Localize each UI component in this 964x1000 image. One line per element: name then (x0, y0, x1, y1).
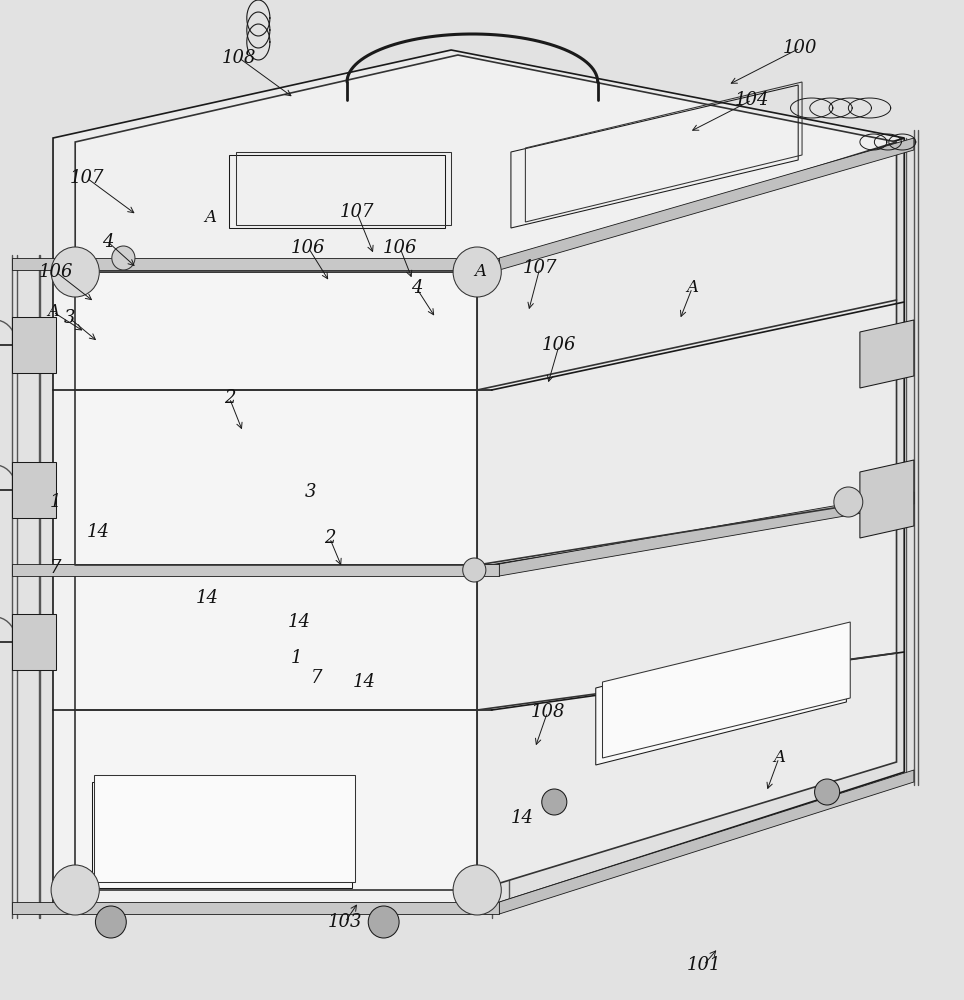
Text: 3: 3 (305, 483, 316, 501)
Polygon shape (94, 775, 355, 882)
Circle shape (542, 789, 567, 815)
Polygon shape (602, 622, 850, 758)
Text: 108: 108 (530, 703, 565, 721)
Text: 107: 107 (69, 169, 104, 187)
Text: 4: 4 (102, 233, 114, 251)
Text: A: A (204, 210, 216, 227)
Text: 1: 1 (50, 493, 62, 511)
Polygon shape (499, 138, 914, 270)
Circle shape (51, 865, 99, 915)
Circle shape (815, 779, 840, 805)
Polygon shape (75, 55, 897, 272)
Polygon shape (596, 625, 846, 765)
Text: 100: 100 (783, 39, 817, 57)
Text: A: A (686, 279, 698, 296)
Polygon shape (92, 782, 352, 888)
Text: 2: 2 (324, 529, 335, 547)
Text: 108: 108 (222, 49, 256, 67)
Text: 104: 104 (735, 91, 769, 109)
Text: 2: 2 (224, 389, 235, 407)
Text: 3: 3 (64, 309, 75, 327)
Polygon shape (499, 492, 914, 576)
Text: 101: 101 (686, 956, 721, 974)
Circle shape (51, 247, 99, 297)
Text: 14: 14 (87, 523, 110, 541)
Text: 107: 107 (339, 203, 374, 221)
Text: 14: 14 (287, 613, 310, 631)
Text: 4: 4 (411, 279, 422, 297)
Polygon shape (12, 564, 499, 576)
Text: 14: 14 (353, 673, 376, 691)
Polygon shape (12, 902, 499, 914)
Polygon shape (499, 770, 914, 914)
Text: 106: 106 (542, 336, 576, 354)
Text: 14: 14 (511, 809, 534, 827)
Text: A: A (773, 750, 785, 766)
Text: 7: 7 (50, 559, 62, 577)
Text: A: A (474, 263, 486, 280)
Text: 106: 106 (291, 239, 326, 257)
Polygon shape (860, 320, 914, 388)
Circle shape (453, 247, 501, 297)
Circle shape (463, 558, 486, 582)
Circle shape (112, 246, 135, 270)
Text: 1: 1 (291, 649, 303, 667)
Circle shape (453, 865, 501, 915)
Polygon shape (12, 614, 56, 670)
Text: 14: 14 (196, 589, 219, 607)
Text: 106: 106 (383, 239, 417, 257)
Polygon shape (53, 265, 492, 905)
Polygon shape (75, 272, 477, 890)
Text: 106: 106 (39, 263, 73, 281)
Text: A: A (47, 304, 59, 320)
Text: 7: 7 (310, 669, 322, 687)
Polygon shape (12, 258, 499, 270)
Polygon shape (860, 460, 914, 538)
Text: 107: 107 (522, 259, 557, 277)
Polygon shape (492, 138, 904, 905)
Polygon shape (12, 462, 56, 518)
Circle shape (834, 487, 863, 517)
Polygon shape (53, 50, 904, 265)
Text: 103: 103 (328, 913, 362, 931)
Polygon shape (12, 317, 56, 373)
Circle shape (368, 906, 399, 938)
Circle shape (95, 906, 126, 938)
Polygon shape (477, 142, 897, 890)
